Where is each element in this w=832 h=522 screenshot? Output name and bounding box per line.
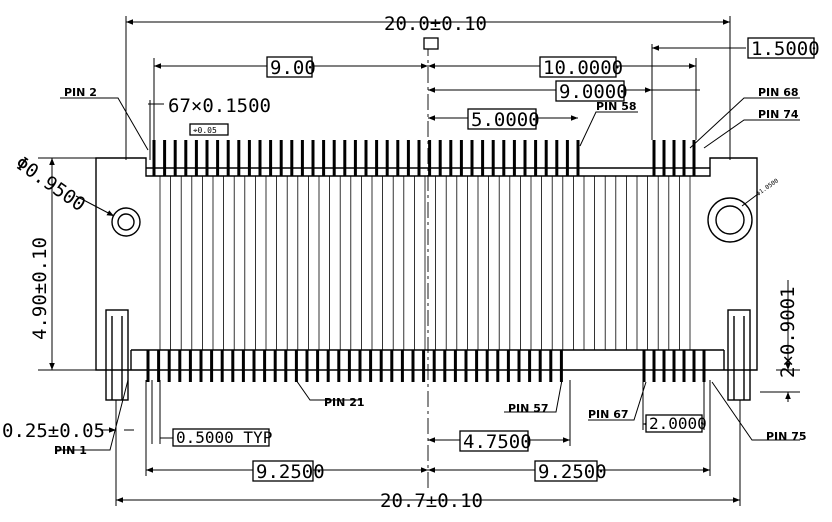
dimension-lines [38,16,800,506]
label-pin-74: PIN 74 [758,108,799,121]
dim-1-5000: 1.5000 [751,38,820,60]
label-pin-67: PIN 67 [588,408,629,421]
dim-5-0000: 5.0000 [471,109,540,131]
small-hole-note: Φ1.0500 [755,177,780,197]
basic-dim-boxes [172,37,815,482]
tolerance-frame: ⌖0.05 [193,126,217,135]
label-pin-2: PIN 2 [64,86,97,99]
dim-9-2500-left: 9.2500 [256,461,325,483]
dim-pitch-typ: 0.5000 TYP [176,428,272,447]
label-pin-1: PIN 1 [54,444,87,457]
dim-9-00: 9.00 [270,57,316,79]
dim-overall-top: 20.0±0.10 [384,13,487,35]
dim-9-2500-right: 9.2500 [538,461,607,483]
dim-2-0000: 2.0000 [649,414,707,433]
dim-height: 4.90±0.10 [29,237,51,340]
pin-leaders [56,97,800,451]
label-pin-68: PIN 68 [758,86,799,99]
label-pin-57: PIN 57 [508,402,549,415]
label-pin-75: PIN 75 [766,430,807,443]
dim-overall-bottom: 20.7±0.10 [380,490,483,512]
label-pin-58: PIN 58 [596,100,637,113]
dim-9-0000: 9.0000 [559,81,628,103]
dim-10-0000: 10.0000 [543,57,623,79]
dim-tail-width: 0.25±0.05 [2,420,105,442]
dim-pitch-count: 67×0.1500 [168,95,271,117]
dim-4-7500: 4.7500 [463,431,532,453]
label-pin-21: PIN 21 [324,396,365,409]
pin-array [146,140,706,382]
dim-side-pitch: 2×0.9001 [777,286,799,378]
dim-hole-diameter: Φ0.9500 [11,152,89,216]
